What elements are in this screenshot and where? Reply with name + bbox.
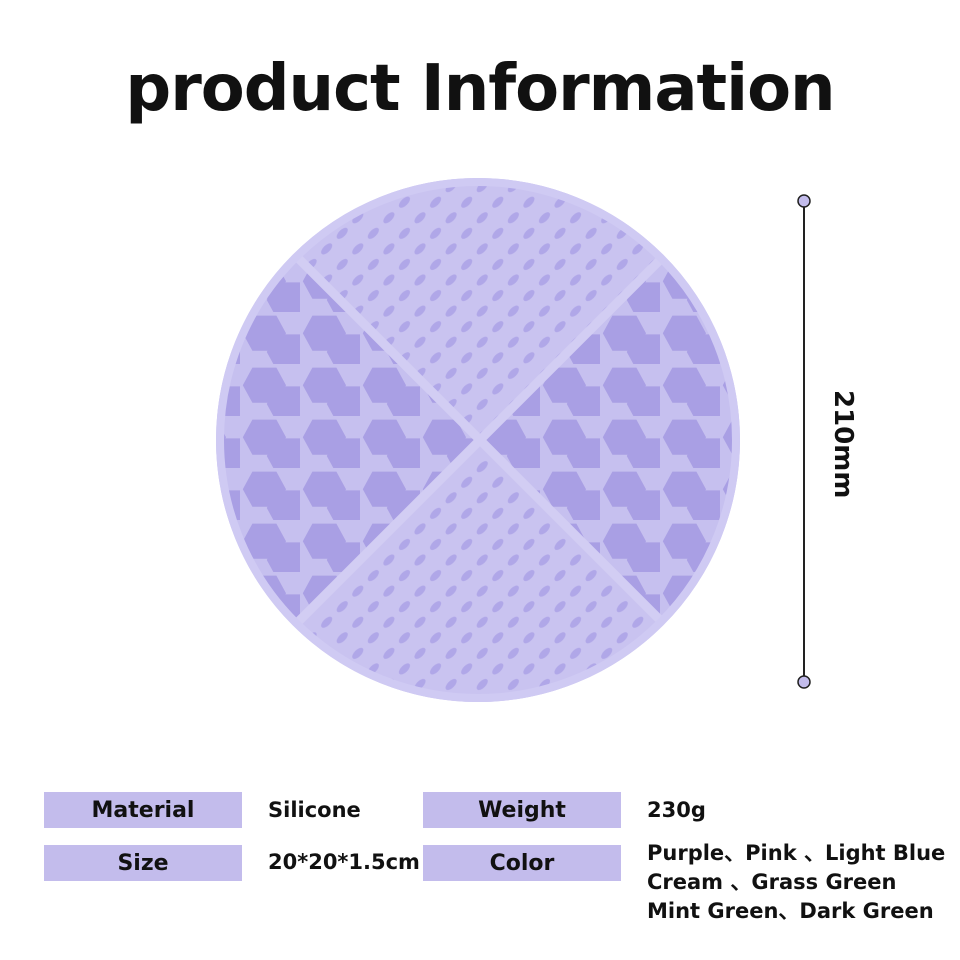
right-honeycomb-zone — [478, 185, 733, 695]
spec-value-material: Silicone — [268, 798, 361, 822]
top-lick-zone — [223, 185, 733, 440]
color-line: Cream 、Grass Green — [647, 870, 897, 894]
spec-label-size: Size — [44, 845, 242, 881]
dimension-endpoint — [797, 194, 811, 208]
spec-value-weight: 230g — [647, 798, 706, 822]
spec-value-color: Purple、Pink 、Light Blue Cream 、Grass Gre… — [647, 839, 945, 926]
spec-label-weight: Weight — [423, 792, 621, 828]
color-line: Purple、Pink 、Light Blue — [647, 841, 946, 865]
dimension-endpoint — [797, 675, 811, 689]
bottom-lick-zone — [223, 440, 733, 695]
page-title: product Information — [125, 52, 835, 126]
spec-value-size: 20*20*1.5cm — [268, 850, 420, 874]
left-honeycomb-zone — [223, 185, 478, 695]
dimension-label: 210mm — [828, 390, 858, 499]
spec-label-color: Color — [423, 845, 621, 881]
spec-label-material: Material — [44, 792, 242, 828]
color-line: Mint Green、Dark Green — [647, 899, 934, 923]
